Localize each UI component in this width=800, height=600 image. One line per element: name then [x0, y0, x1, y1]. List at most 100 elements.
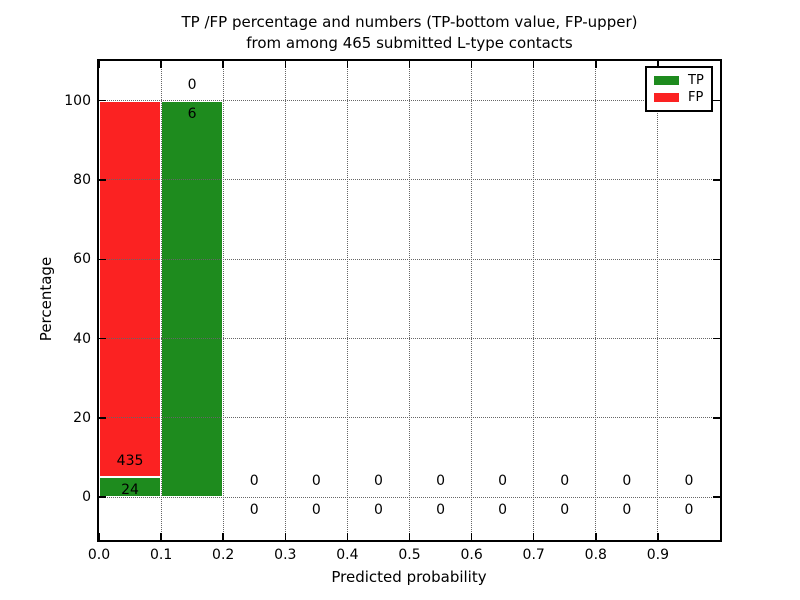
gridline-x-0.4 [346, 61, 348, 540]
gridline-x-0.3 [284, 61, 286, 540]
tp-count-label-bin-6: 0 [498, 502, 508, 519]
x-tick-label-0.9: 0.9 [646, 547, 670, 563]
fp-count-label-bin-9: 0 [684, 473, 694, 490]
gridline-y-80 [99, 179, 720, 181]
y-tick-label-40: 40 [73, 330, 91, 347]
x-tick-label-0.5: 0.5 [398, 547, 421, 563]
tp-count-label-bin-1: 6 [187, 105, 197, 122]
legend-entry-TP: TP [654, 73, 704, 88]
y-tick-right-20 [713, 417, 720, 419]
x-tick-label-0.6: 0.6 [460, 547, 483, 563]
y-tick-left-60 [99, 258, 106, 260]
bar-tp-bin-0 [99, 476, 162, 498]
y-tick-label-20: 20 [73, 409, 91, 426]
x-tick-top-0.0 [98, 61, 100, 68]
x-tick-label-0.1: 0.1 [149, 547, 173, 563]
tp-count-label-bin-0: 24 [121, 481, 139, 498]
gridline-x-0.8 [595, 61, 597, 540]
y-tick-label-60: 60 [73, 251, 91, 268]
tp-count-label-bin-3: 0 [311, 502, 321, 519]
x-tick-bottom-0.9 [657, 533, 659, 540]
gridline-y-20 [99, 417, 720, 419]
gridline-y-60 [99, 258, 720, 260]
chart-title-line1: TP /FP percentage and numbers (TP-bottom… [181, 13, 638, 31]
x-tick-label-0.4: 0.4 [336, 547, 359, 563]
x-tick-bottom-0.8 [595, 533, 597, 540]
y-axis-label: Percentage [37, 256, 55, 342]
gridline-y-100 [99, 100, 720, 102]
y-tick-left-20 [99, 417, 106, 419]
fp-count-label-bin-2: 0 [249, 473, 259, 490]
x-tick-top-0.2 [222, 61, 224, 68]
y-tick-label-100: 100 [64, 92, 91, 109]
bar-tp-bin-1 [161, 100, 224, 498]
y-tick-left-100 [99, 99, 106, 102]
fp-count-label-bin-5: 0 [436, 473, 446, 490]
y-tick-right-100 [713, 99, 720, 102]
fp-count-label-bin-0: 435 [116, 452, 144, 469]
chart-title: TP /FP percentage and numbers (TP-bottom… [99, 12, 720, 54]
x-tick-top-0.4 [346, 61, 349, 68]
x-tick-top-0.7 [532, 61, 535, 68]
x-tick-bottom-0.2 [222, 533, 224, 540]
x-tick-bottom-0.1 [160, 533, 162, 540]
x-tick-label-0.0: 0.0 [87, 547, 111, 563]
legend-swatch-fp-icon [654, 93, 679, 103]
chart-title-line2: from among 465 submitted L-type contacts [246, 34, 573, 52]
y-tick-label-0: 0 [82, 489, 91, 506]
gridline-x-0.5 [409, 61, 410, 540]
legend: TP FP [645, 66, 713, 112]
x-axis-label: Predicted probability [331, 568, 487, 586]
x-tick-label-0.8: 0.8 [584, 547, 607, 563]
tp-count-label-bin-5: 0 [436, 502, 446, 519]
y-tick-label-80: 80 [73, 171, 91, 188]
fp-count-label-bin-3: 0 [311, 473, 321, 490]
x-tick-label-0.3: 0.3 [274, 547, 297, 563]
fp-count-label-bin-4: 0 [373, 473, 383, 490]
legend-label-tp: TP [688, 72, 704, 88]
x-tick-bottom-0.4 [346, 533, 349, 540]
gridline-y-0 [99, 496, 720, 498]
x-tick-label-0.2: 0.2 [212, 547, 235, 563]
legend-swatch-tp-icon [654, 75, 679, 85]
fp-count-label-bin-6: 0 [498, 473, 508, 490]
x-tick-bottom-0.0 [98, 533, 100, 540]
gridline-x-0.7 [533, 61, 535, 540]
y-tick-right-40 [713, 337, 720, 340]
legend-label-fp: FP [688, 90, 704, 106]
tp-count-label-bin-8: 0 [622, 502, 632, 519]
gridline-x-0.2 [222, 61, 224, 540]
y-tick-right-80 [713, 179, 720, 181]
gridline-x-0.1 [160, 61, 162, 540]
x-tick-top-0.9 [657, 61, 659, 68]
x-tick-bottom-0.6 [470, 533, 473, 540]
x-tick-top-0.5 [408, 61, 411, 68]
x-tick-label-0.7: 0.7 [522, 547, 545, 563]
tp-count-label-bin-7: 0 [560, 502, 570, 519]
x-tick-top-0.3 [284, 61, 287, 68]
bar-fp-bin-0 [99, 100, 162, 477]
x-tick-bottom-0.7 [532, 533, 535, 540]
tp-count-label-bin-9: 0 [684, 502, 694, 519]
fp-count-label-bin-8: 0 [622, 473, 632, 490]
legend-entry-FP: FP [654, 90, 704, 105]
x-tick-top-0.8 [595, 61, 597, 68]
y-tick-right-60 [713, 258, 720, 260]
x-tick-top-0.6 [470, 61, 473, 68]
x-tick-top-0.1 [160, 61, 162, 68]
y-tick-left-80 [99, 179, 106, 181]
gridline-x-0.6 [471, 61, 473, 540]
y-tick-right-0 [713, 496, 720, 498]
fp-count-label-bin-1: 0 [187, 76, 197, 93]
x-tick-bottom-0.5 [408, 533, 411, 540]
y-tick-left-0 [99, 496, 106, 498]
tp-count-label-bin-2: 0 [249, 502, 259, 519]
gridline-y-40 [99, 338, 720, 340]
gridline-x-0.9 [657, 61, 659, 540]
y-tick-left-40 [99, 337, 106, 340]
tp-count-label-bin-4: 0 [373, 502, 383, 519]
fp-count-label-bin-7: 0 [560, 473, 570, 490]
x-tick-bottom-0.3 [284, 533, 287, 540]
